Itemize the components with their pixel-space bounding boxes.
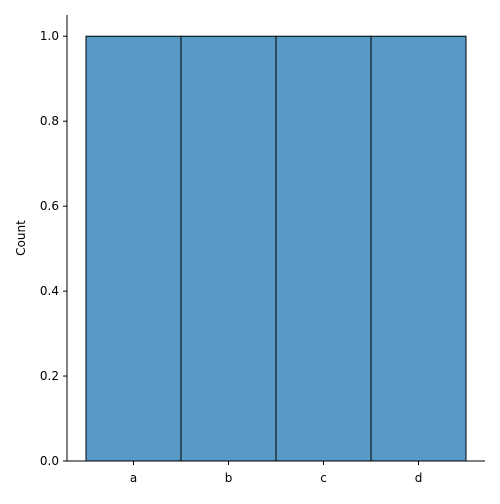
bars-layer bbox=[85, 35, 467, 462]
y-tick-label: 0.4 bbox=[40, 284, 59, 298]
bar-d bbox=[370, 35, 467, 462]
bar-a bbox=[85, 35, 182, 462]
x-tick-label: b bbox=[225, 471, 233, 485]
y-axis-label: Count bbox=[14, 220, 28, 256]
y-tick-label: 1.0 bbox=[40, 29, 59, 43]
y-ticks: 0.0 0.2 0.4 0.6 0.8 1.0 bbox=[40, 29, 67, 468]
x-tick-label: d bbox=[415, 471, 423, 485]
bar-c bbox=[275, 35, 372, 462]
x-tick-label: a bbox=[130, 471, 137, 485]
y-tick-label: 0.6 bbox=[40, 199, 59, 213]
x-tick-label: c bbox=[320, 471, 327, 485]
x-ticks: a b c d bbox=[130, 461, 422, 485]
y-tick-label: 0.8 bbox=[40, 114, 59, 128]
bar-b bbox=[180, 35, 277, 462]
y-tick-label: 0.2 bbox=[40, 369, 59, 383]
y-tick-label: 0.0 bbox=[40, 454, 59, 468]
axes-layer bbox=[66, 15, 485, 462]
